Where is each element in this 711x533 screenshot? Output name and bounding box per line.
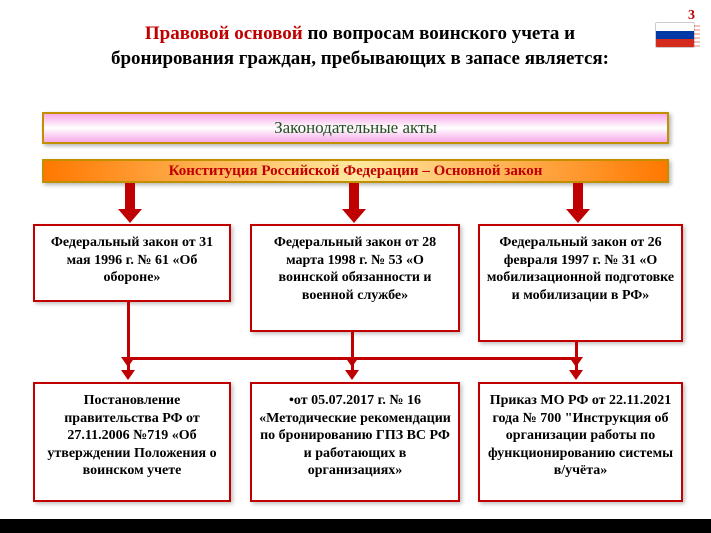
law-box-mobilization: Федеральный закон от 26 февраля 1997 г. … xyxy=(478,224,683,342)
law-box-order-700: Приказ МО РФ от 22.11.2021 года № 700 "И… xyxy=(478,382,683,502)
connector-arrow-icon xyxy=(351,357,354,370)
arrow-down-icon xyxy=(349,183,359,211)
band-legislative-acts: Законодательные акты xyxy=(42,112,669,144)
arrow-down-icon xyxy=(125,183,135,211)
law-box-method-16: •от 05.07.2017 г. № 16 «Методические рек… xyxy=(250,382,460,502)
bottom-bar xyxy=(0,519,711,533)
law-box-decree-719: Постановление правительства РФ от 27.11.… xyxy=(33,382,231,502)
band-constitution: Конституция Российской Федерации – Основ… xyxy=(42,159,669,183)
law-box-defense: Федеральный закон от 31 мая 1996 г. № 61… xyxy=(33,224,231,302)
connector-arrow-icon xyxy=(575,357,578,370)
page-title: Правовой основой по вопросам воинского у… xyxy=(100,22,620,71)
title-highlight: Правовой основой xyxy=(145,23,303,44)
connector-arrow-icon xyxy=(351,332,354,357)
connector-arrow-icon xyxy=(127,357,130,370)
flag-russia-icon xyxy=(655,22,695,48)
arrow-down-icon xyxy=(573,183,583,211)
law-box-military-duty: Федеральный закон от 28 марта 1998 г. № … xyxy=(250,224,460,332)
connector-arrow-icon xyxy=(575,342,578,357)
connector-arrow-icon xyxy=(127,302,130,357)
